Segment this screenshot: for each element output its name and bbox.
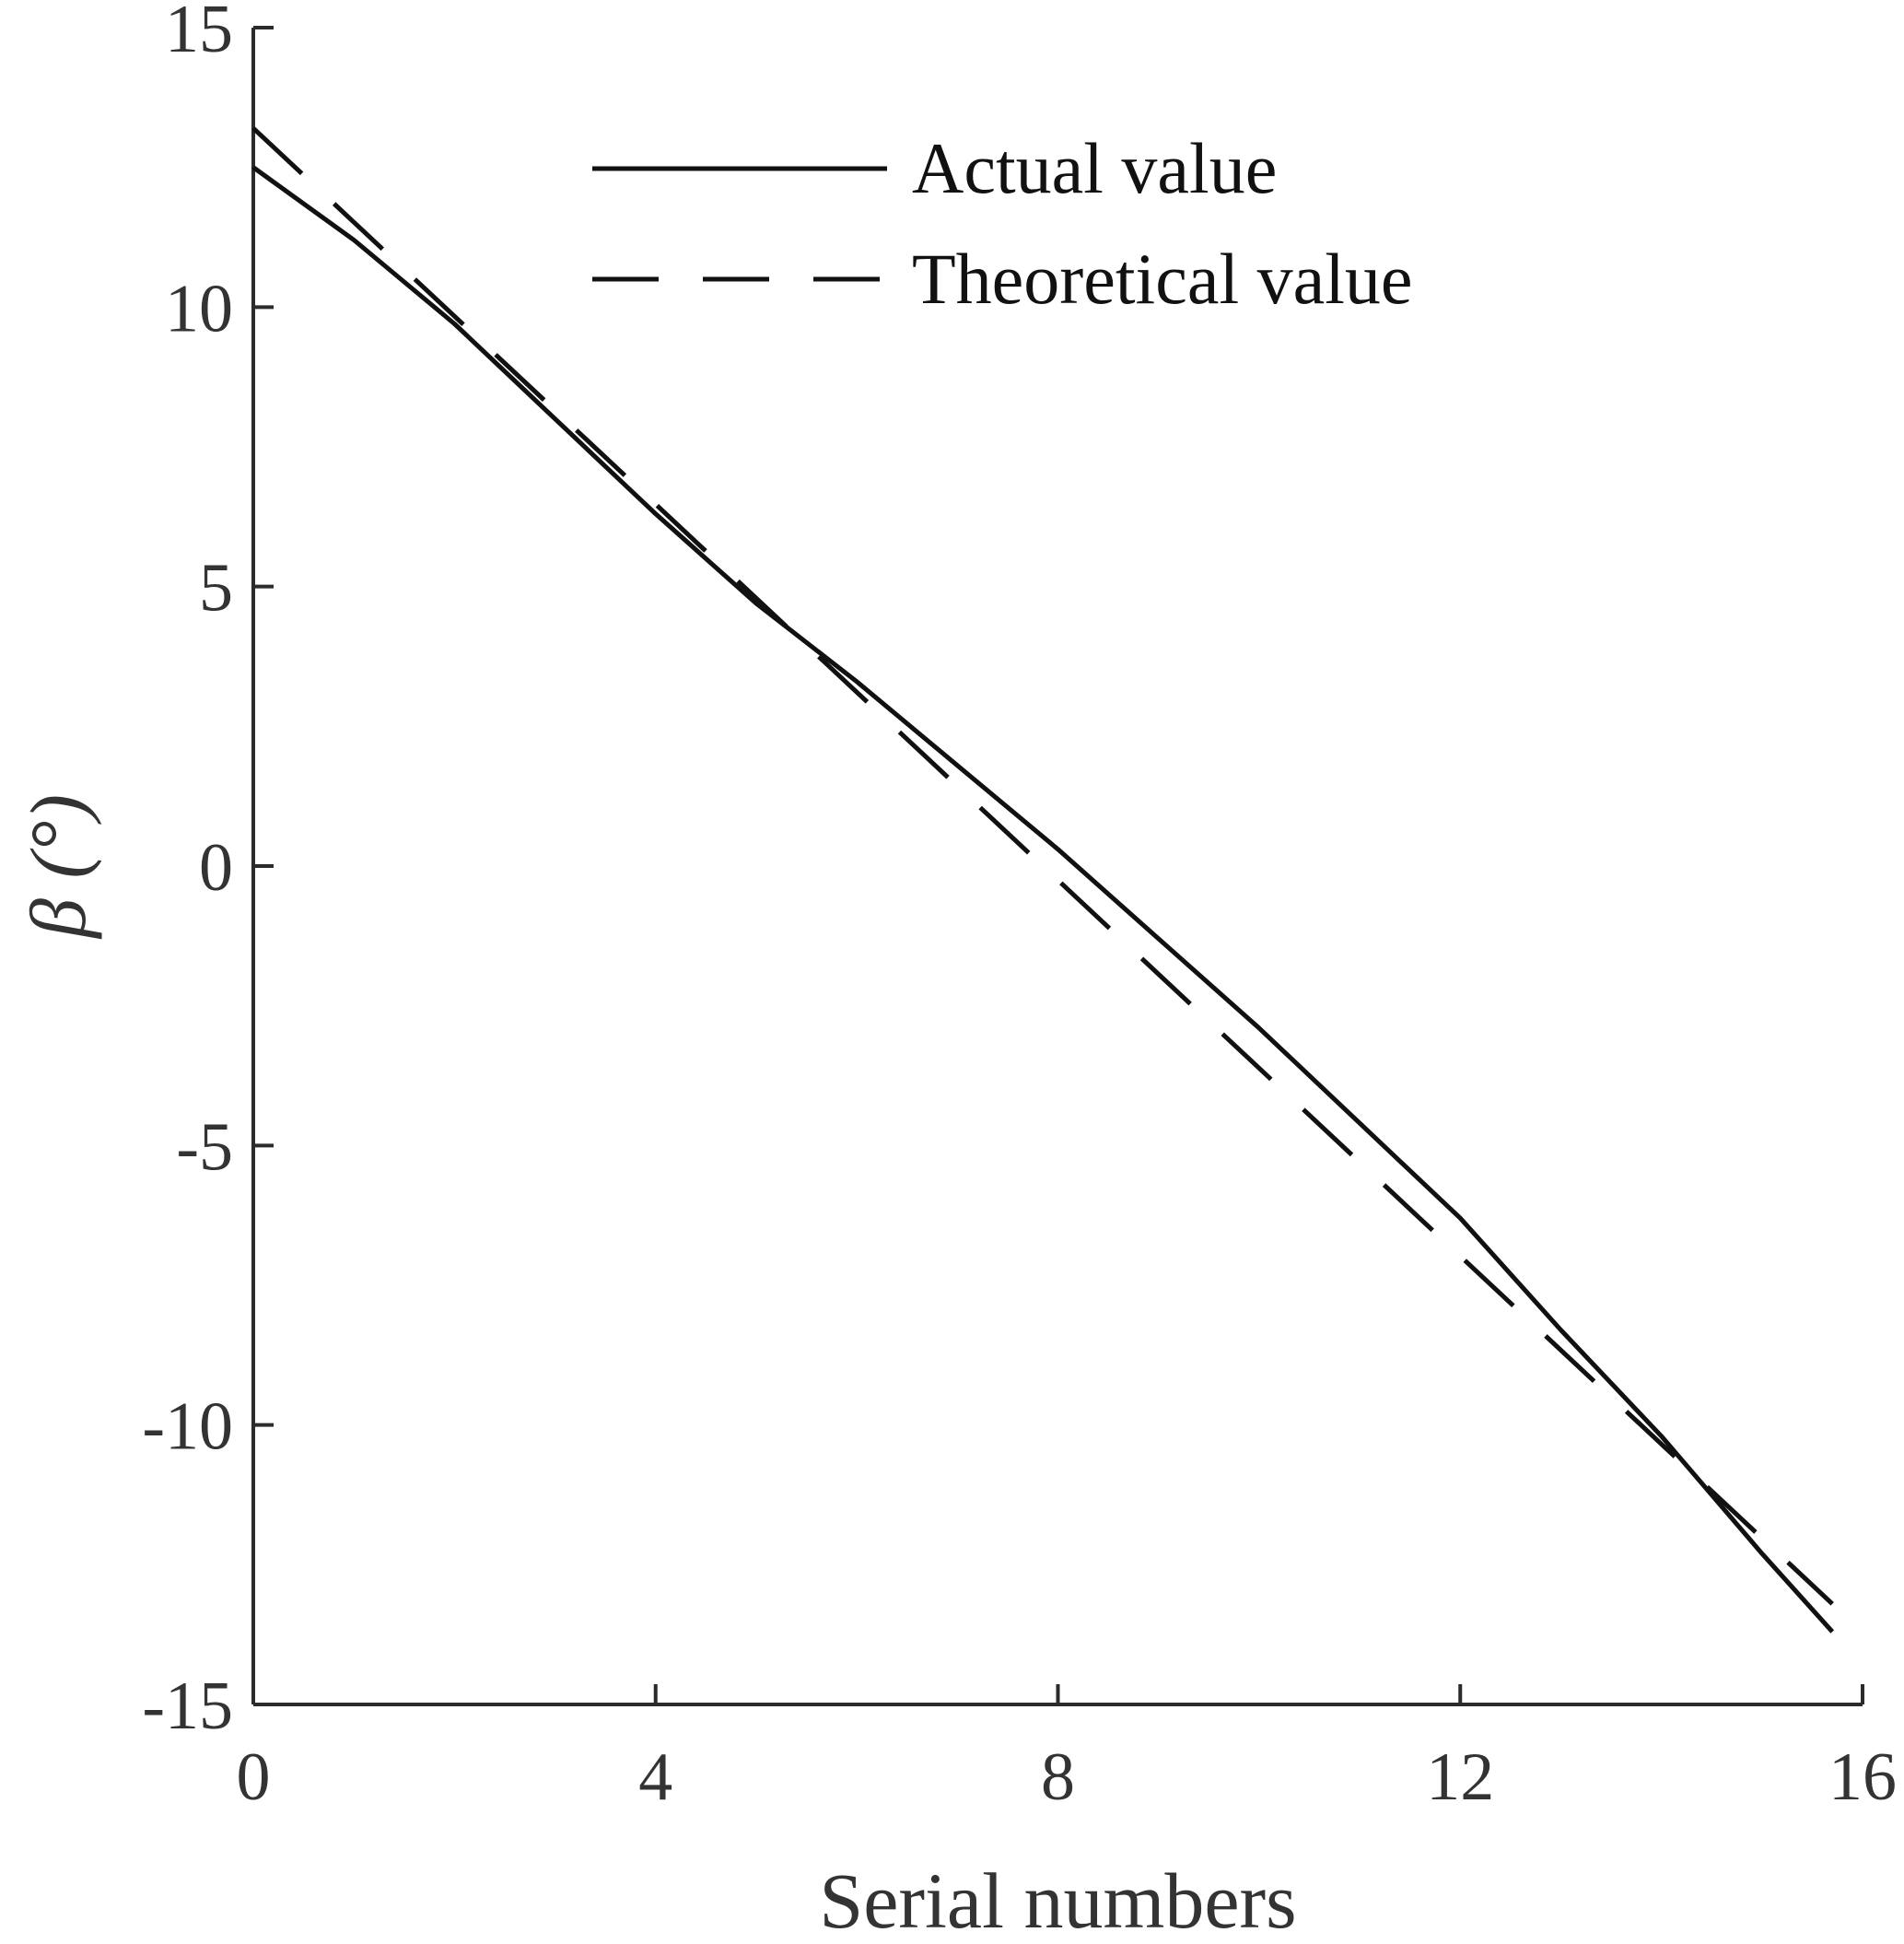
y-tick-label-5: -10 xyxy=(142,1389,233,1465)
legend-label-actual: Actual value xyxy=(912,128,1277,208)
y-tick-label-0: 15 xyxy=(165,0,233,67)
y-tick-label-3: 0 xyxy=(199,830,233,906)
x-tick-label-0: 0 xyxy=(237,1739,271,1815)
y-axis-label: β (°) xyxy=(14,794,102,940)
series-line-actual xyxy=(251,165,1835,1634)
y-ticks: 15 10 5 0 -5 -10 -15 xyxy=(142,0,274,1744)
x-ticks: 0 4 8 12 16 xyxy=(237,1684,1897,1815)
y-tick-label-2: 5 xyxy=(199,551,233,627)
y-tick-label-6: -15 xyxy=(142,1669,233,1744)
x-tick-label-4: 16 xyxy=(1828,1739,1897,1815)
series-group xyxy=(251,126,1835,1634)
x-tick-label-1: 4 xyxy=(638,1739,672,1815)
y-tick-label-4: -5 xyxy=(176,1109,233,1185)
legend-label-theoretical: Theoretical value xyxy=(912,239,1413,319)
x-tick-label-2: 8 xyxy=(1041,1739,1075,1815)
legend: Actual value Theoretical value xyxy=(592,128,1413,319)
x-tick-label-3: 12 xyxy=(1426,1739,1494,1815)
y-tick-label-1: 10 xyxy=(165,271,233,346)
x-axis-label: Serial numbers xyxy=(819,1856,1296,1944)
series-line-theoretical xyxy=(251,126,1834,1606)
